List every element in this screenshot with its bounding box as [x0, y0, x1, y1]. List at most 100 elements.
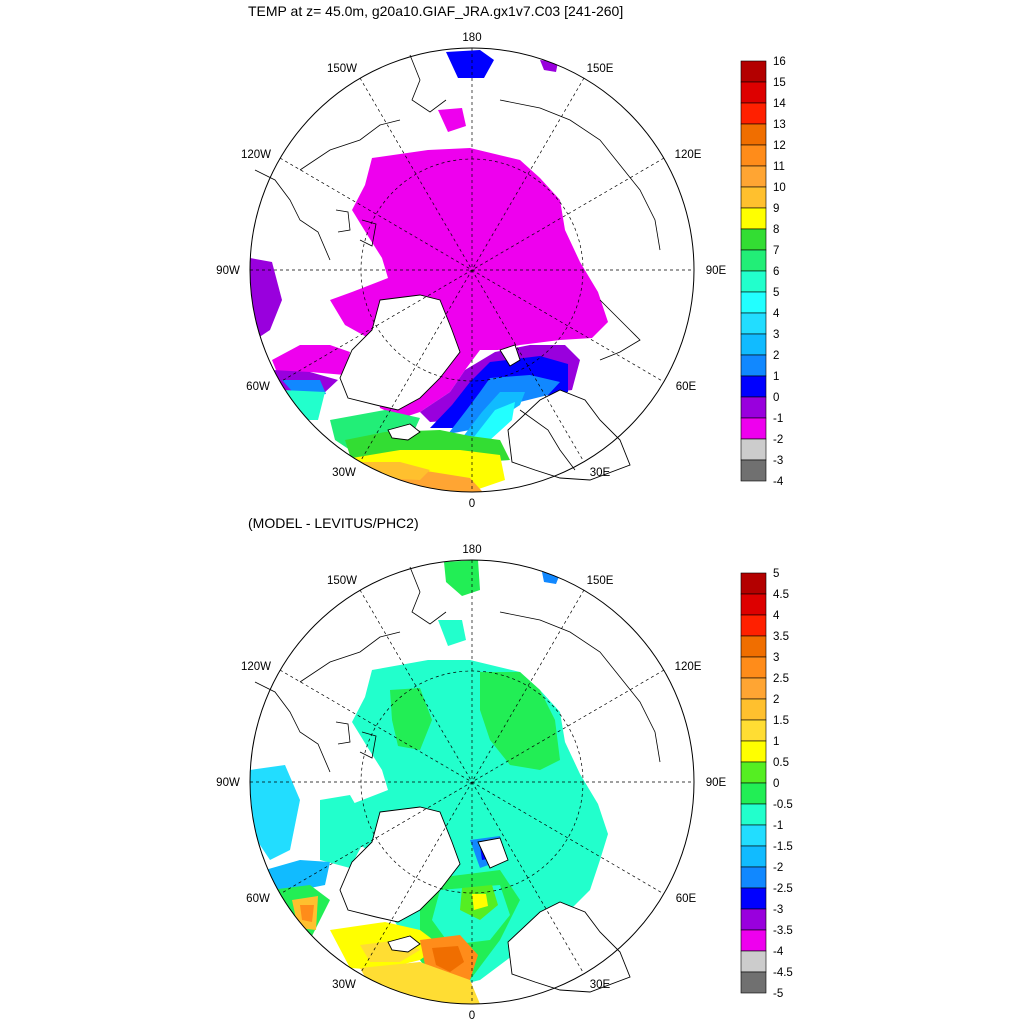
cb-label: -0.5: [773, 799, 793, 811]
cb-label: 12: [773, 140, 786, 152]
cb-label: 8: [773, 224, 779, 236]
colorbar-swatch: [740, 228, 767, 251]
colorbar-swatch: [740, 656, 767, 679]
field-chukchi: [446, 50, 494, 78]
colorbar-swatch: [740, 782, 767, 805]
colorbar-swatch: [740, 459, 767, 482]
lon-label-150w: 150W: [327, 63, 357, 75]
cb-label: 9: [773, 203, 779, 215]
lon-label-30e: 30E: [590, 979, 611, 991]
field-eddy-yellow: [472, 894, 488, 910]
lon-label-30w: 30W: [332, 467, 356, 479]
field-north-atl-hot2: [432, 946, 464, 972]
colorbar-swatches: [740, 572, 767, 994]
colorbar-temperature: 16 15 14 13 12 11 10 9 8 7 6 5 4 3 2 1 0…: [740, 56, 786, 488]
cb-label: 2: [773, 350, 779, 362]
cb-label: 5: [773, 568, 779, 580]
colorbar-swatch: [740, 144, 767, 167]
colorbar-swatch: [740, 887, 767, 910]
cb-label: -4: [773, 946, 784, 958]
colorbar-labels: 5 4.5 4 3.5 3 2.5 2 1.5 1 0.5 0 -0.5 -1 …: [773, 568, 793, 1000]
field-okhotsk: [542, 572, 560, 584]
field-labrador-3: [282, 390, 325, 420]
panel-temperature: TEMP at z= 45.0m, g20a10.GIAF_JRA.gx1v7.…: [216, 3, 786, 510]
lon-label-120w: 120W: [241, 149, 271, 161]
lon-label-90w: 90W: [216, 265, 240, 277]
colorbar-swatch: [740, 60, 767, 83]
colorbar-swatch: [740, 614, 767, 637]
cb-label: 7: [773, 245, 779, 257]
cb-label: -3: [773, 455, 783, 467]
cb-label: -5: [773, 988, 783, 1000]
cb-label: 2.5: [773, 673, 789, 685]
iceland: [387, 423, 421, 441]
lon-label-0: 0: [469, 498, 475, 510]
cb-label: 5: [773, 287, 779, 299]
lon-label-30w: 30W: [332, 979, 356, 991]
cb-label: -4: [773, 476, 784, 488]
field-hudson: [265, 860, 330, 892]
colorbar-swatch: [740, 950, 767, 973]
cb-label: 10: [773, 182, 786, 194]
colorbar-swatch: [740, 81, 767, 104]
graticule: [250, 48, 694, 492]
lon-label-60e: 60E: [676, 893, 697, 905]
colorbar-swatch: [740, 270, 767, 293]
colorbar-anomaly: 5 4.5 4 3.5 3 2.5 2 1.5 1 0.5 0 -0.5 -1 …: [740, 568, 793, 1000]
colorbar-swatch: [740, 291, 767, 314]
cb-label: -4.5: [773, 967, 793, 979]
lon-label-150w: 150W: [327, 575, 357, 587]
coastlines: [339, 294, 631, 481]
cb-label: 4.5: [773, 589, 789, 601]
colorbar-swatch: [740, 677, 767, 700]
cb-label: 2: [773, 694, 779, 706]
cb-label: 1: [773, 736, 779, 748]
coastline-strokes: [254, 54, 661, 471]
colorbar-swatch: [740, 698, 767, 721]
field-basin-pos: [480, 672, 560, 770]
lon-label-60e: 60E: [676, 381, 697, 393]
colorbar-swatch: [740, 123, 767, 146]
cb-label: -2: [773, 862, 783, 874]
field-bering-strait: [438, 108, 466, 132]
colorbar-swatch: [740, 971, 767, 994]
field-bering-strait: [438, 620, 466, 646]
colorbar-swatch: [740, 165, 767, 188]
colorbar-swatch: [740, 593, 767, 616]
colorbar-swatch: [740, 102, 767, 125]
scandinavia: [507, 389, 631, 481]
svalbard: [499, 344, 521, 367]
lon-label-90w: 90W: [216, 777, 240, 789]
colorbar-swatch: [740, 719, 767, 742]
colorbar-swatch: [740, 249, 767, 272]
colorbar-swatch: [740, 333, 767, 356]
map-frame: [249, 559, 695, 1005]
colorbar-swatch: [740, 572, 767, 595]
colorbar-swatch: [740, 908, 767, 931]
cb-label: 0: [773, 778, 779, 790]
colorbar-swatch: [740, 375, 767, 398]
colorbar-swatch: [740, 186, 767, 209]
cb-label: 3: [773, 329, 779, 341]
lon-label-90e: 90E: [706, 777, 727, 789]
field-labrador-warm2: [300, 905, 314, 922]
lon-label-0: 0: [469, 1010, 475, 1022]
scandinavia: [507, 901, 631, 993]
iceland: [387, 935, 421, 953]
colorbar-swatch: [740, 803, 767, 826]
colorbar-swatch: [740, 417, 767, 440]
colorbar-swatch: [740, 845, 767, 868]
cb-label: -3: [773, 904, 783, 916]
svalbard: [477, 837, 509, 869]
colorbar-swatch: [740, 824, 767, 847]
cb-label: -1: [773, 820, 783, 832]
lon-label-150e: 150E: [587, 575, 614, 587]
panel-anomaly: (MODEL - LEVITUS/PHC2): [216, 515, 793, 1022]
longitude-labels: 180 150E 120E 90E 60E 30E 0 30W 60W 90W …: [216, 32, 726, 510]
cb-label: -2: [773, 434, 783, 446]
field-band-5: [470, 402, 515, 442]
greenland: [339, 806, 461, 923]
colorbar-swatch: [740, 312, 767, 335]
field-basin-pos2: [390, 688, 432, 750]
